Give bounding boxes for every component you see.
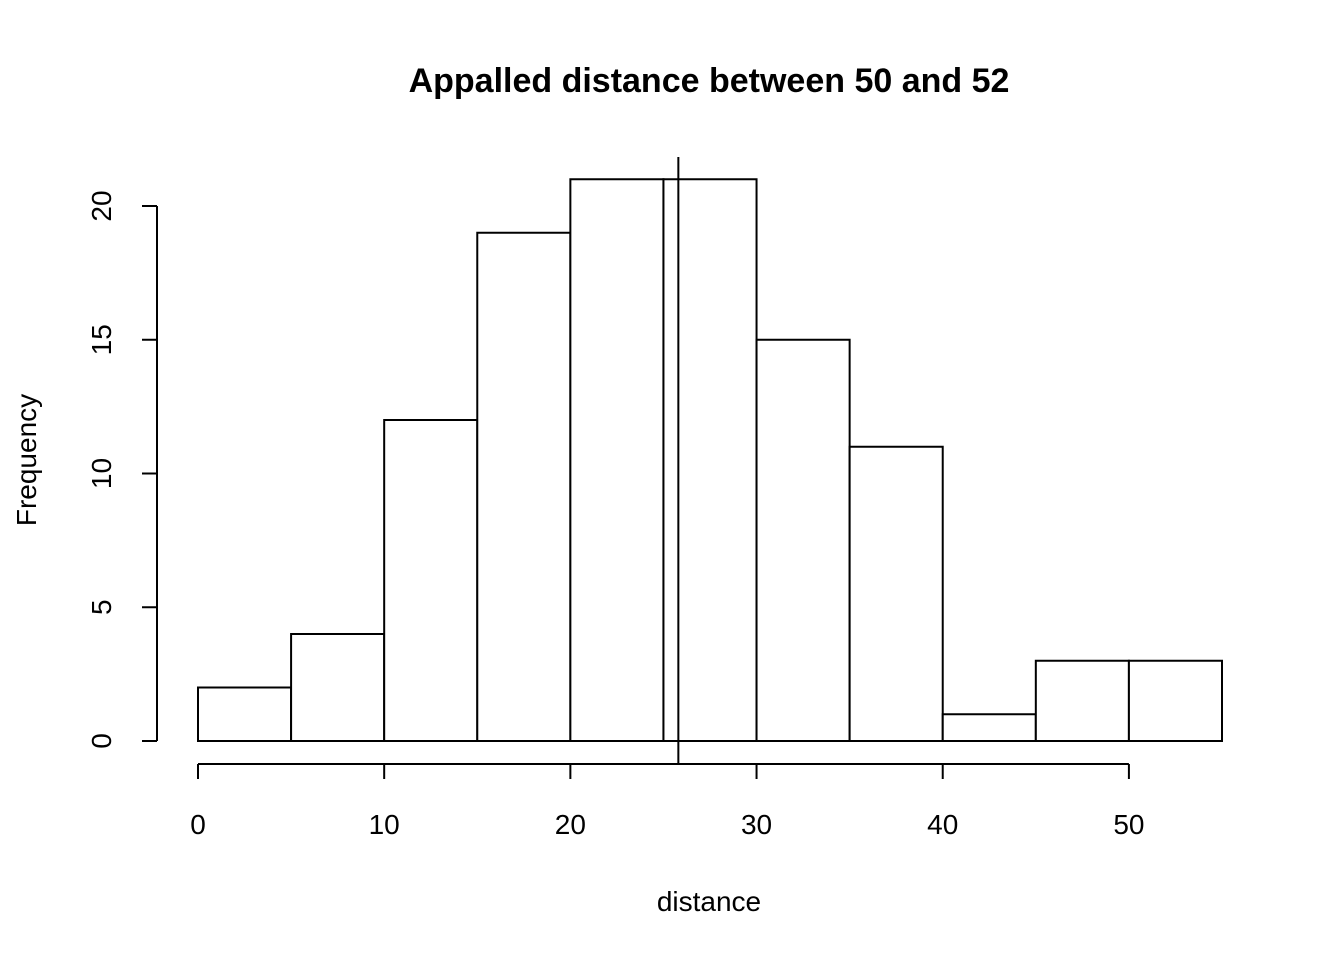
y-tick-label: 15 (86, 324, 117, 355)
y-tick-label: 20 (86, 190, 117, 221)
x-tick-label: 30 (741, 809, 772, 840)
histogram-bar (941, 713, 1037, 742)
x-axis-label: distance (657, 886, 761, 917)
y-axis-ticks: 0 5 10 15 20 (86, 190, 157, 749)
bars-group (197, 178, 1223, 742)
chart-title: Appalled distance between 50 and 52 (409, 62, 1010, 100)
y-tick-label: 0 (86, 733, 117, 749)
histogram-bar (848, 445, 944, 742)
x-tick-label: 20 (555, 809, 586, 840)
y-tick-label: 5 (86, 599, 117, 615)
histogram-bar (476, 231, 572, 742)
histogram-bar (290, 633, 386, 742)
y-tick-label: 10 (86, 458, 117, 489)
x-tick-label: 10 (369, 809, 400, 840)
histogram-bar (569, 178, 665, 742)
x-tick-label: 0 (190, 809, 206, 840)
y-axis-label: Frequency (11, 394, 42, 526)
histogram-bar (1127, 659, 1223, 742)
histogram-bar (755, 338, 851, 742)
histogram-bar (1034, 659, 1130, 742)
histogram-bar (197, 686, 293, 742)
x-tick-label: 40 (927, 809, 958, 840)
x-tick-label: 50 (1113, 809, 1144, 840)
histogram-bar (383, 419, 479, 742)
x-axis-ticks: 0 10 20 30 40 50 (190, 764, 1144, 840)
